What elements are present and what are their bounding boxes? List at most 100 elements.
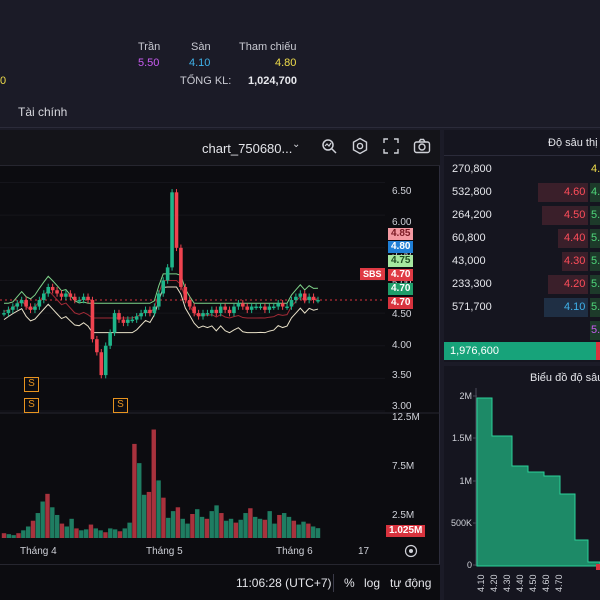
candle-body[interactable] (316, 300, 320, 302)
candle-body[interactable] (143, 309, 148, 314)
tab-finance[interactable]: Tài chính (18, 105, 68, 119)
candle-body[interactable] (130, 319, 135, 322)
candle-body[interactable] (95, 339, 99, 353)
candlestick-chart[interactable] (0, 166, 440, 600)
candle-body[interactable] (81, 296, 86, 301)
candle-body[interactable] (201, 313, 205, 317)
order-book-row[interactable]: 43,000 4.30 5.2 (444, 250, 600, 273)
order-book-row[interactable]: 571,700 4.10 5.4 (444, 296, 600, 319)
volume-bar[interactable] (108, 528, 113, 538)
volume-bar[interactable] (310, 526, 316, 538)
candle-body[interactable] (55, 290, 59, 294)
depth-chart[interactable]: 2M 1.5M 1M 500K 0 4.10 4.20 4.30 4.40 4.50 4.60 4.7… (444, 366, 600, 600)
volume-bar[interactable] (228, 518, 234, 538)
volume-bar[interactable] (262, 519, 268, 538)
order-book-row[interactable]: 5.5 (444, 319, 600, 342)
candle-body[interactable] (72, 296, 77, 301)
volume-bar[interactable] (30, 520, 36, 538)
volume-bar[interactable] (257, 518, 263, 538)
candle-body[interactable] (161, 280, 166, 294)
volume-bar[interactable] (195, 509, 200, 538)
candle-body[interactable] (254, 306, 258, 309)
volume-bar[interactable] (170, 511, 176, 538)
volume-bar[interactable] (166, 517, 171, 538)
candle-body[interactable] (263, 306, 267, 310)
candle-body[interactable] (24, 300, 28, 307)
volume-bar[interactable] (175, 507, 181, 538)
candle-body[interactable] (289, 300, 294, 307)
volume-bar[interactable] (272, 523, 277, 538)
candle-body[interactable] (245, 306, 250, 310)
candle-body[interactable] (77, 300, 81, 302)
volume-bar[interactable] (98, 530, 103, 538)
volume-bar[interactable] (214, 505, 219, 538)
candle-body[interactable] (90, 300, 95, 340)
candle-body[interactable] (86, 296, 90, 301)
volume-bar[interactable] (1, 533, 7, 538)
volume-bar[interactable] (291, 520, 297, 538)
volume-bar[interactable] (161, 497, 166, 538)
volume-bar[interactable] (64, 526, 69, 538)
candle-body[interactable] (64, 293, 68, 297)
candle-body[interactable] (280, 303, 285, 307)
volume-bar[interactable] (11, 535, 16, 538)
volume-bar[interactable] (40, 501, 45, 538)
volume-bar[interactable] (6, 534, 12, 538)
order-book-row[interactable]: 532,800 4.60 4.9 (444, 181, 600, 204)
candle-body[interactable] (68, 293, 73, 297)
candle-body[interactable] (311, 296, 316, 301)
candle-body[interactable] (15, 303, 20, 307)
volume-bar[interactable] (233, 522, 239, 538)
volume-bar[interactable] (267, 511, 272, 538)
auto-scale-button[interactable]: tự động (390, 576, 432, 590)
candle-body[interactable] (192, 306, 196, 314)
candle-body[interactable] (258, 306, 263, 309)
candle-body[interactable] (103, 345, 108, 376)
volume-bar[interactable] (141, 494, 147, 538)
volume-bar[interactable] (59, 523, 65, 538)
settings-hexagon-icon[interactable] (349, 137, 371, 159)
candle-body[interactable] (121, 319, 126, 323)
candle-body[interactable] (302, 293, 307, 301)
log-scale-button[interactable]: log (364, 576, 381, 590)
candle-body[interactable] (42, 293, 46, 301)
candle-body[interactable] (6, 309, 11, 314)
candle-body[interactable] (126, 319, 130, 323)
candle-body[interactable] (210, 309, 214, 314)
candle-body[interactable] (19, 300, 24, 304)
volume-bar[interactable] (151, 429, 156, 538)
candle-body[interactable] (227, 309, 232, 314)
volume-bar[interactable] (301, 521, 306, 538)
candle-body[interactable] (294, 296, 298, 301)
candle-body[interactable] (249, 306, 254, 310)
percent-scale-button[interactable]: % (344, 576, 355, 590)
candle-body[interactable] (218, 306, 223, 314)
volume-bar[interactable] (190, 514, 195, 538)
candle-body[interactable] (11, 306, 15, 310)
volume-bar[interactable] (253, 516, 258, 538)
volume-bar[interactable] (16, 533, 21, 538)
volume-bar[interactable] (243, 513, 248, 538)
candle-body[interactable] (183, 286, 188, 301)
volume-bar[interactable] (204, 518, 210, 538)
volume-bar[interactable] (21, 530, 26, 538)
candle-body[interactable] (33, 306, 37, 310)
candle-body[interactable] (108, 332, 112, 346)
volume-bar[interactable] (83, 529, 89, 538)
candle-body[interactable] (298, 293, 303, 297)
candle-body[interactable] (170, 192, 174, 268)
compare-icon[interactable] (318, 137, 340, 159)
candle-body[interactable] (179, 247, 183, 287)
volume-bar[interactable] (315, 528, 321, 538)
volume-bar[interactable] (122, 528, 127, 538)
camera-icon[interactable] (411, 137, 433, 159)
volume-bar[interactable] (93, 528, 98, 538)
volume-bar[interactable] (112, 529, 118, 538)
volume-bar[interactable] (296, 524, 301, 538)
volume-bar[interactable] (199, 516, 205, 538)
candle-body[interactable] (139, 313, 143, 317)
volume-bar[interactable] (45, 493, 50, 538)
volume-bar[interactable] (219, 513, 224, 538)
volume-bar[interactable] (248, 508, 253, 538)
candle-body[interactable] (267, 306, 272, 310)
